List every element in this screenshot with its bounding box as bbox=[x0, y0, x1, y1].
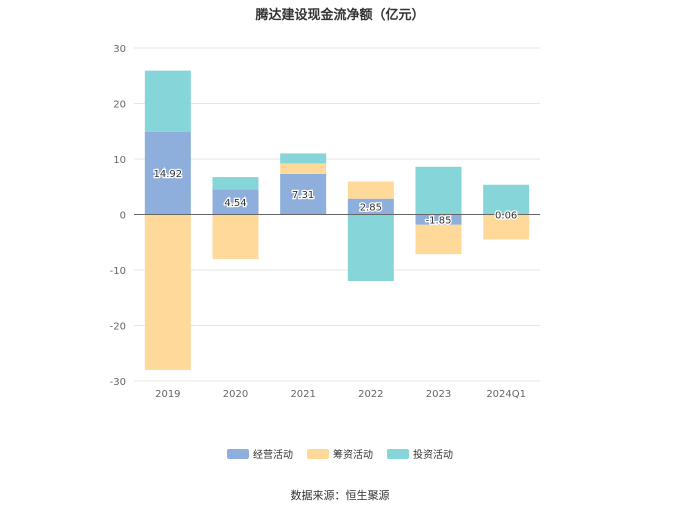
data-label: -1.85 bbox=[426, 216, 452, 227]
legend-swatch-operating bbox=[227, 448, 249, 459]
source-note: 数据来源：恒生聚源 bbox=[290, 489, 390, 502]
y-tick-label: -10 bbox=[110, 266, 126, 277]
data-label: 2.85 bbox=[360, 203, 382, 214]
bar-segment bbox=[483, 184, 530, 215]
bar-segment bbox=[212, 189, 259, 215]
y-tick-label: 30 bbox=[113, 44, 126, 55]
bar-segment bbox=[347, 198, 394, 215]
data-label: 0.06 bbox=[495, 210, 517, 221]
bar-segment bbox=[483, 214, 530, 240]
bar-segment bbox=[144, 70, 191, 132]
data-label: 14.92 bbox=[154, 169, 183, 180]
y-tick-label: -30 bbox=[110, 377, 126, 388]
x-tick-label: 2023 bbox=[426, 389, 451, 400]
bar-segment bbox=[144, 131, 191, 215]
legend-item-operating[interactable]: 经营活动 bbox=[227, 446, 293, 461]
bar-segment bbox=[415, 224, 462, 255]
bar-segment bbox=[280, 163, 327, 174]
x-tick-label: 2019 bbox=[155, 389, 180, 400]
bar-segment bbox=[144, 214, 191, 370]
legend-swatch-financing bbox=[307, 448, 329, 459]
x-tick-label: 2024Q1 bbox=[486, 389, 526, 400]
bar-segment bbox=[347, 181, 394, 199]
chart-title: 腾达建设现金流净额（亿元） bbox=[255, 8, 425, 23]
legend-swatch-investing bbox=[387, 448, 409, 459]
bar-segment bbox=[212, 177, 259, 190]
legend-item-financing[interactable]: 筹资活动 bbox=[307, 446, 373, 461]
bar-segment bbox=[280, 173, 327, 215]
bar-segment bbox=[280, 153, 327, 164]
y-tick-label: 20 bbox=[113, 100, 126, 111]
legend: 经营活动 筹资活动 投资活动 bbox=[0, 446, 680, 461]
y-tick-label: -20 bbox=[110, 322, 126, 333]
legend-label-financing: 筹资活动 bbox=[333, 450, 373, 461]
bar-segment bbox=[415, 166, 462, 215]
bar-segment bbox=[347, 214, 394, 282]
bar-segment bbox=[212, 214, 259, 259]
y-tick-label: 0 bbox=[120, 211, 126, 222]
legend-label-investing: 投资活动 bbox=[413, 450, 453, 461]
bar-segment bbox=[415, 214, 462, 225]
legend-item-investing[interactable]: 投资活动 bbox=[387, 446, 453, 461]
x-tick-label: 2020 bbox=[223, 389, 248, 400]
x-tick-label: 2021 bbox=[290, 389, 315, 400]
data-label: 4.54 bbox=[224, 198, 246, 209]
legend-label-operating: 经营活动 bbox=[253, 450, 293, 461]
data-label: 7.31 bbox=[292, 190, 314, 201]
x-tick-label: 2022 bbox=[358, 389, 383, 400]
y-tick-label: 10 bbox=[113, 155, 126, 166]
